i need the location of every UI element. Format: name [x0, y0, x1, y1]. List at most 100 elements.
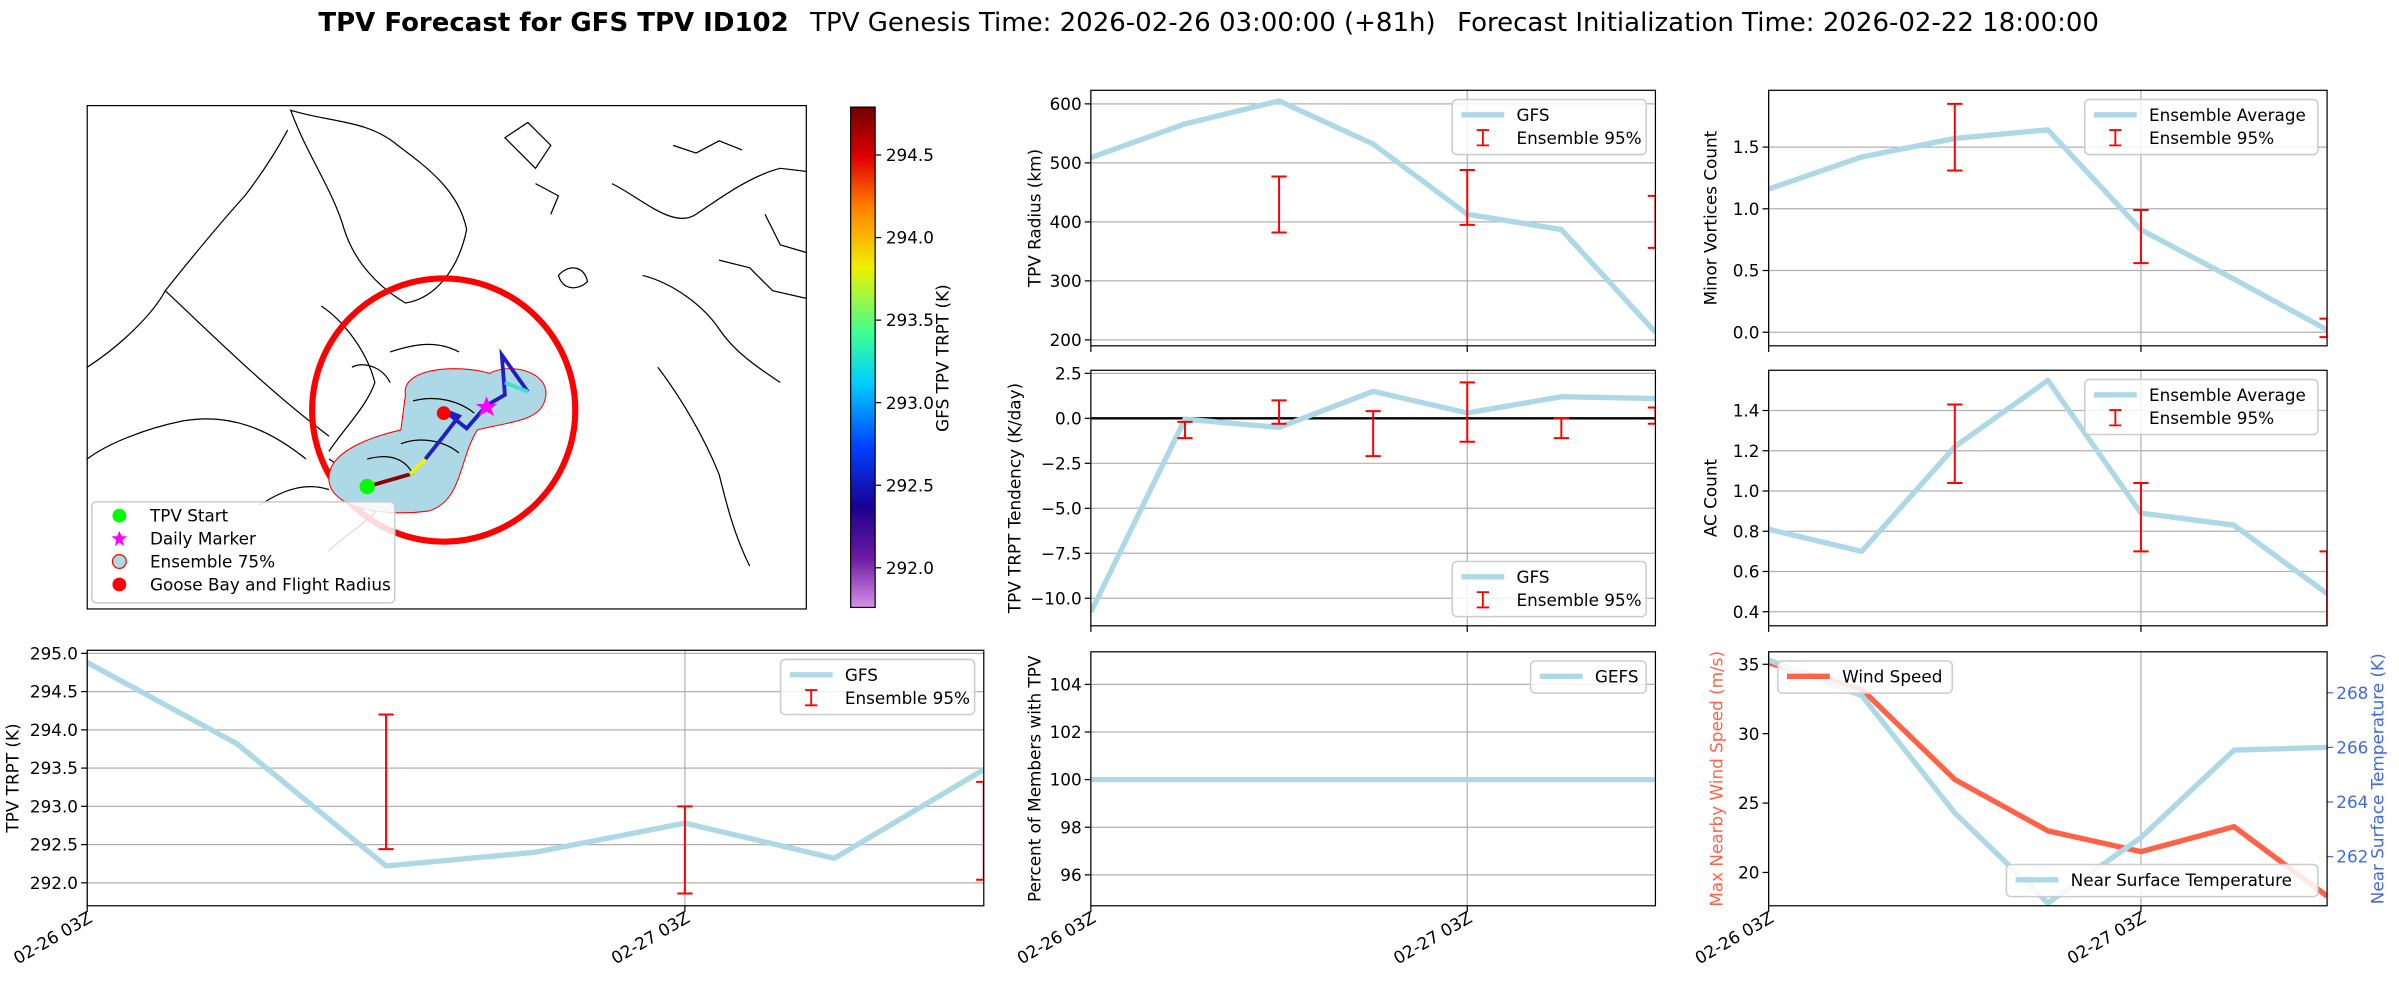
error-bar: [1553, 417, 1569, 440]
coastline: [87, 290, 330, 460]
x-tick-label: 02-26 03Z: [10, 907, 95, 968]
y-axis-label: Percent of Members with TPV: [1024, 655, 1044, 902]
legend-symbol: [2109, 129, 2122, 147]
y-tick-label: 25: [1738, 793, 1759, 813]
x-tick-label: 02-27 03Z: [1390, 907, 1475, 968]
axes-frame: [1768, 89, 2328, 347]
y-tick-label: 30: [1738, 724, 1759, 744]
error-bar: [1271, 175, 1287, 234]
y-axis-label: Minor Vortices Count: [1701, 130, 1721, 305]
error-bar: [1647, 406, 1656, 425]
legend-label: GEFS: [1595, 666, 1639, 686]
colorbar-tick-label: 292.0: [886, 558, 934, 578]
y-tick-label: −10.0: [1030, 588, 1082, 608]
track: [408, 457, 427, 476]
y-tick-label: 0.0: [1055, 408, 1082, 428]
legend-label: Ensemble 95%: [845, 688, 970, 708]
colorbar-tick-label: 293.0: [886, 393, 934, 413]
error-bar: [2133, 209, 2149, 265]
error-bar: [1647, 194, 1656, 249]
series-line: [87, 660, 984, 869]
error-bar: [677, 805, 693, 895]
y-tick-label: 0.4: [1733, 602, 1760, 622]
y-tick-label: −2.5: [1041, 453, 1082, 473]
title: TPV Forecast for GFS TPV ID102: [318, 7, 788, 37]
series-line: [1090, 98, 1656, 335]
legend-symbol: [1476, 591, 1489, 609]
y-tick-label: 96: [1060, 865, 1081, 885]
error-bar: [1271, 399, 1287, 425]
y-axis-label: TPV TRPT Tendency (K/day): [1004, 383, 1024, 614]
daily-marker: [475, 396, 498, 417]
colorbar-label: GFS TPV TRPT (K): [933, 284, 953, 432]
y-tick-label: 600: [1050, 94, 1082, 114]
y-tick-label: 292.0: [30, 873, 78, 893]
axes-frame: [86, 649, 985, 907]
legend-label: GFS: [1517, 105, 1550, 125]
y-tick-label: 294.0: [30, 720, 78, 740]
tpv-start: [359, 478, 375, 495]
legend-box: [2083, 98, 2319, 156]
legend-label: Ensemble 95%: [1517, 590, 1642, 610]
axes-frame: [1768, 369, 2328, 627]
series-line: [1768, 127, 2328, 333]
y-tick-label: 294.5: [30, 682, 78, 702]
legend-box: [1777, 660, 1954, 694]
x-tick-label: 02-26 03Z: [1014, 907, 1099, 968]
y-tick-label: 1.2: [1733, 441, 1760, 461]
legend-label: Ensemble 95%: [2149, 128, 2274, 148]
map-frame: [86, 104, 807, 610]
legend-box: [2083, 378, 2319, 436]
axes-frame: [1090, 369, 1657, 627]
series-line: [1768, 377, 2328, 596]
y-tick-label: 400: [1050, 212, 1082, 232]
y-tick-label: −5.0: [1041, 498, 1082, 518]
error-bar: [2319, 550, 2328, 626]
y-tick-label: 300: [1050, 271, 1082, 291]
y2-tick-label: 264: [2336, 792, 2368, 812]
legend-symbol: [805, 689, 818, 707]
y2-tick-label: 262: [2336, 847, 2368, 867]
colorbar-tick-label: 292.5: [886, 475, 934, 495]
error-bar: [1365, 410, 1381, 458]
legend-symbol: [112, 508, 127, 523]
y-axis-label: Max Nearby Wind Speed (m/s): [1707, 651, 1727, 907]
legend-label: GFS: [845, 665, 878, 685]
y-tick-label: 98: [1060, 817, 1081, 837]
legend-symbol: [2109, 409, 2122, 427]
colorbar-tick-label: 293.5: [886, 310, 934, 330]
track: [504, 380, 529, 394]
error-bar: [2319, 317, 2328, 339]
legend-label: Wind Speed: [1842, 666, 1942, 686]
genesis-time: TPV Genesis Time: 2026-02-26 03:00:00 (+…: [809, 7, 1435, 37]
error-bar: [1459, 168, 1475, 226]
error-bar: [1947, 102, 1963, 172]
legend-label: Daily Marker: [150, 529, 256, 549]
y-tick-label: 293.0: [30, 796, 78, 816]
legend-label: Ensemble Average: [2149, 385, 2306, 405]
y2-tick-label: 266: [2336, 738, 2368, 758]
legend-label: Ensemble 95%: [2149, 408, 2274, 428]
y-tick-label: 0.5: [1733, 261, 1760, 281]
y-tick-label: 0.0: [1733, 322, 1760, 342]
legend-label: Ensemble 75%: [150, 552, 275, 572]
track: [423, 348, 530, 461]
y-tick-label: 0.6: [1733, 562, 1760, 582]
axes-frame: [1768, 651, 2328, 907]
series-line: [1768, 660, 2328, 899]
y-tick-label: 100: [1050, 770, 1082, 790]
y-tick-label: 35: [1738, 654, 1759, 674]
x-tick-label: 02-27 03Z: [608, 907, 693, 968]
y-axis-label: TPV Radius (km): [1024, 149, 1044, 288]
legend-box: [91, 501, 396, 604]
coastline: [611, 140, 807, 567]
y-tick-label: 500: [1050, 153, 1082, 173]
y2-tick-label: 268: [2336, 683, 2368, 703]
y-axis-label: TPV TRPT (K): [2, 723, 22, 833]
error-bar: [1459, 381, 1475, 443]
legend-box: [1529, 660, 1648, 694]
y-tick-label: 1.5: [1733, 137, 1760, 157]
legend-symbol: [1476, 129, 1489, 147]
y-axis-label: AC Count: [1701, 459, 1721, 538]
series-line: [1768, 657, 2328, 906]
